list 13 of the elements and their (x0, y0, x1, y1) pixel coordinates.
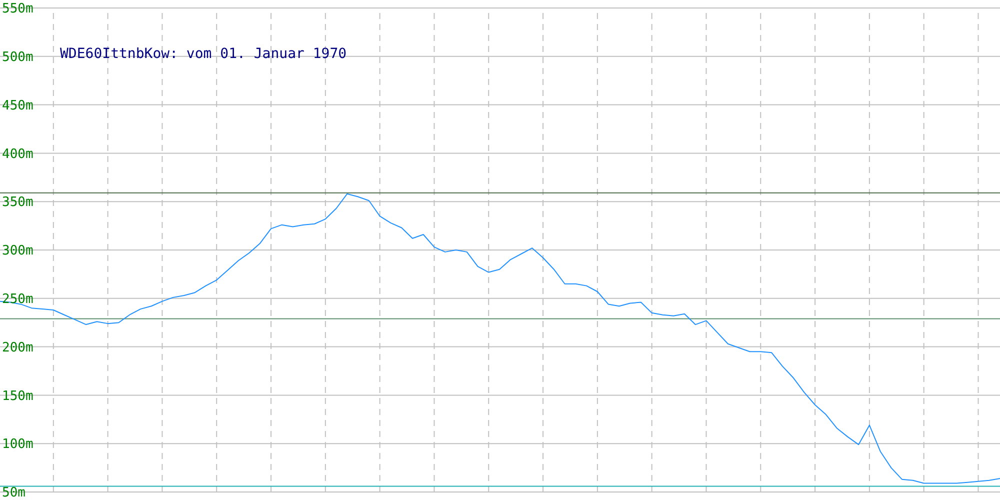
y-tick-label: 200m (2, 340, 34, 356)
y-tick-label: 250m (2, 292, 34, 307)
y-tick-label: 400m (2, 146, 34, 162)
y-tick-label: 150m (2, 388, 34, 404)
y-tick-label: 350m (2, 195, 34, 210)
y-tick-label: 500m (2, 50, 34, 65)
y-tick-label: 450m (2, 98, 34, 114)
y-tick-label: 50m (2, 486, 26, 500)
y-tick-label: 300m (2, 244, 34, 259)
line-series (0, 193, 1000, 484)
y-tick-label: 550m (2, 2, 34, 17)
text: WDE60IttnbKow: vom 01. Januar 1970 (60, 46, 347, 62)
y-tick-label: 100m (2, 437, 34, 452)
